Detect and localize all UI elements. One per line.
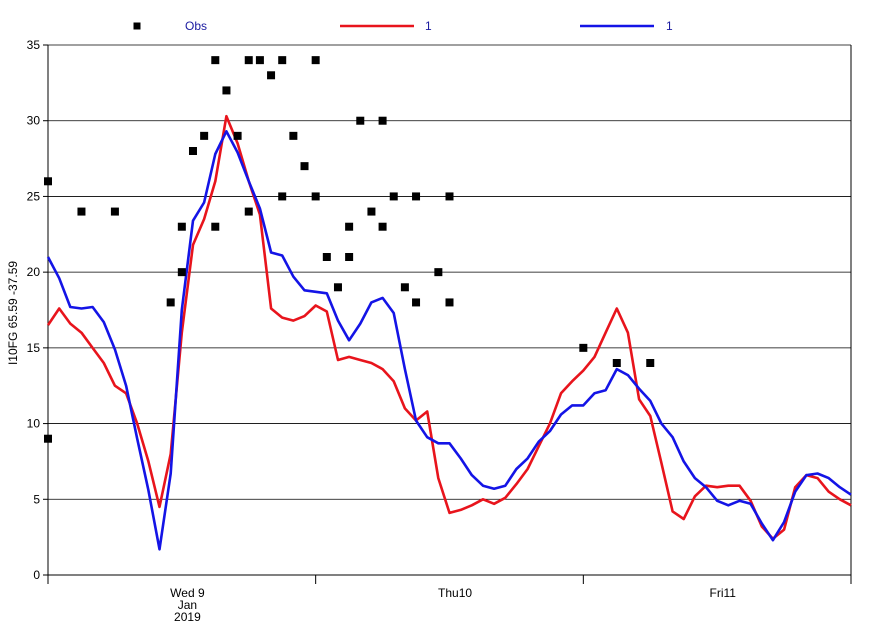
x-tick-label: Fri11 [710,586,737,600]
y-tick-label: 5 [33,492,40,506]
obs-point [166,298,175,307]
legend-label-0: Obs [185,19,207,33]
obs-point [177,222,186,231]
obs-point [445,298,454,307]
x-tick-label: Thu10 [438,586,472,600]
obs-point [378,222,387,231]
obs-point [44,177,52,186]
obs-point [333,283,342,292]
obs-point [322,253,331,261]
obs-point [244,207,253,216]
obs-point [345,253,354,261]
y-tick-label: 0 [33,568,40,582]
obs-point [311,192,320,201]
axes: 0 5 10 15 20 25 30 35 Wed 9 Jan 2019 Thu10 Fri11 [27,38,852,624]
obs-point [378,116,387,125]
obs-point [389,192,398,201]
obs-point [445,192,454,201]
obs-point [222,86,231,95]
obs-point [612,359,621,367]
obs-point [110,207,119,216]
obs-point [434,268,443,277]
obs-point [300,162,309,171]
obs-point [367,207,376,216]
obs-point [44,434,52,443]
legend: Obs 1 1 [133,19,673,33]
y-axis-label: I10FG 65.59 -37.59 [6,261,20,365]
y-tick-label: 35 [27,38,41,52]
obs-point [177,268,186,277]
obs-point [579,343,588,352]
obs-point [188,147,197,155]
obs-point [211,222,220,231]
obs-point [267,71,276,80]
y-tick-label: 25 [27,189,41,203]
series-layer [44,56,852,551]
obs-point [278,56,287,65]
obs-point [200,131,209,140]
obs-point [244,56,253,65]
obs-point [412,298,421,307]
obs-point [233,131,242,140]
obs-point [646,359,655,367]
y-tick-label: 10 [27,417,41,431]
obs-point [255,56,264,65]
obs-point [278,192,287,201]
series-line-2 [46,130,852,551]
obs-point [400,283,409,292]
legend-label-1: 1 [425,19,432,33]
obs-point [356,116,365,125]
legend-label-2: 1 [666,19,673,33]
legend-marker-obs [133,22,141,30]
series-line-1 [46,114,852,540]
obs-point [289,131,298,140]
plot-area [47,45,852,576]
x-tick-label: Wed 9 Jan 2019 [170,586,205,624]
obs-point [311,56,320,65]
obs-point [77,207,86,216]
obs-point [345,222,354,231]
y-tick-label: 30 [27,114,41,128]
obs-point [412,192,421,201]
y-tick-label: 20 [27,265,41,279]
y-tick-label: 15 [27,341,41,355]
obs-point [211,56,220,65]
